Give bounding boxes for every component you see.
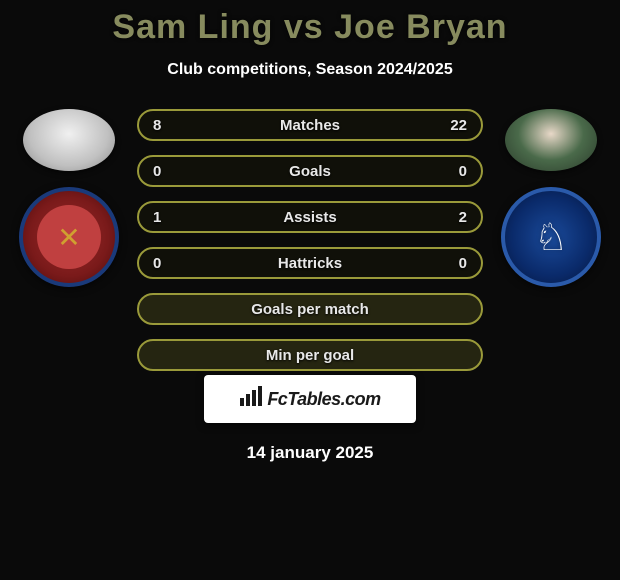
stat-label: Min per goal xyxy=(266,347,354,364)
hammers-icon: ✕ xyxy=(57,221,80,254)
chart-icon xyxy=(239,386,263,412)
stat-label: Goals xyxy=(289,163,331,180)
stat-row-hattricks: 0 Hattricks 0 xyxy=(137,247,483,279)
stat-right-val: 2 xyxy=(443,209,467,226)
subtitle: Club competitions, Season 2024/2025 xyxy=(0,61,620,79)
main-row: ✕ 8 Matches 22 0 Goals 0 1 Assists 2 0 H… xyxy=(0,109,620,371)
stat-label: Assists xyxy=(283,209,336,226)
stat-right-val: 22 xyxy=(443,117,467,134)
stat-left-val: 8 xyxy=(153,117,177,134)
branding-text: FcTables.com xyxy=(267,389,380,410)
player-right-club-badge: ♘ xyxy=(501,187,601,287)
stat-right-val: 0 xyxy=(443,255,467,272)
player-left-photo xyxy=(23,109,115,171)
stat-row-gpm: Goals per match xyxy=(137,293,483,325)
right-player-column: ♘ xyxy=(501,109,601,287)
player-right-photo xyxy=(505,109,597,171)
player-left-club-badge: ✕ xyxy=(19,187,119,287)
page-title: Sam Ling vs Joe Bryan xyxy=(0,8,620,47)
stat-left-val: 0 xyxy=(153,163,177,180)
date-text: 14 january 2025 xyxy=(247,443,374,463)
left-player-column: ✕ xyxy=(19,109,119,287)
stat-row-goals: 0 Goals 0 xyxy=(137,155,483,187)
stat-left-val: 0 xyxy=(153,255,177,272)
stat-row-matches: 8 Matches 22 xyxy=(137,109,483,141)
comparison-card: Sam Ling vs Joe Bryan Club competitions,… xyxy=(0,0,620,463)
stat-label: Matches xyxy=(280,117,340,134)
lion-icon: ♘ xyxy=(534,215,568,260)
stat-right-val: 0 xyxy=(443,163,467,180)
stat-label: Goals per match xyxy=(251,301,369,318)
stats-table: 8 Matches 22 0 Goals 0 1 Assists 2 0 Hat… xyxy=(137,109,483,371)
footer: FcTables.com 14 january 2025 xyxy=(0,375,620,463)
stat-row-mpg: Min per goal xyxy=(137,339,483,371)
stat-label: Hattricks xyxy=(278,255,342,272)
stat-left-val: 1 xyxy=(153,209,177,226)
stat-row-assists: 1 Assists 2 xyxy=(137,201,483,233)
branding-box: FcTables.com xyxy=(204,375,416,423)
